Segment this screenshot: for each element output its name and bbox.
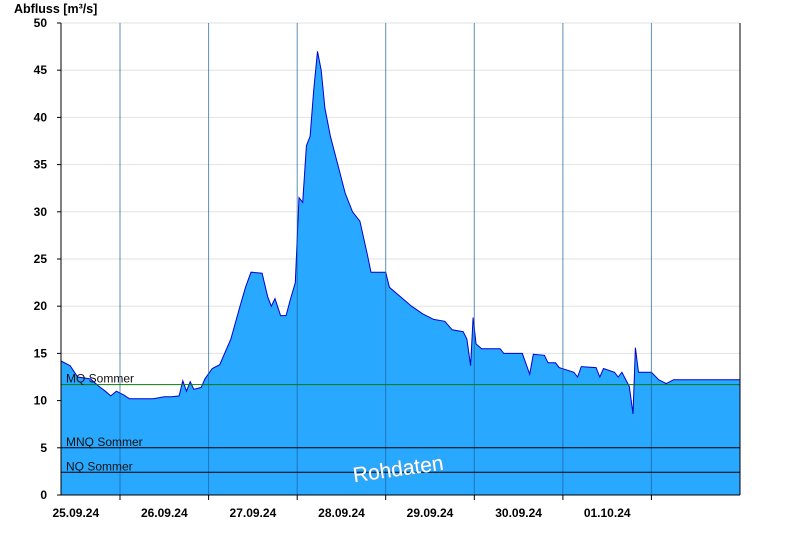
x-tick-label-6: 01.10.24	[584, 506, 631, 520]
y-tick-label-40: 40	[34, 110, 48, 124]
x-tick-label-4: 29.09.24	[407, 506, 454, 520]
y-tick-label-10: 10	[34, 394, 48, 408]
day-separators	[119, 23, 652, 495]
reference-lines: MQ Sommer MNQ Sommer NQ Sommer	[61, 372, 740, 473]
y-tick-label-25: 25	[34, 252, 48, 266]
y-tick-label-0: 0	[40, 488, 47, 502]
y-tick-label-15: 15	[34, 346, 48, 360]
x-tick-label-3: 28.09.24	[318, 506, 365, 520]
y-tick-label-5: 5	[40, 441, 47, 455]
discharge-area-fill	[61, 51, 740, 496]
y-tick-label-30: 30	[34, 205, 48, 219]
y-tick-label-45: 45	[34, 63, 48, 77]
reference-label-0: MQ Sommer	[66, 372, 134, 386]
x-tick-label-5: 30.09.24	[495, 506, 542, 520]
reference-label-1: MNQ Sommer	[66, 435, 143, 449]
tick-labels: 0 5 10 15 20 25 30 35 40 45 50 25.09.24 26.09.24 27.0…	[34, 16, 631, 520]
x-tick-label-1: 26.09.24	[141, 506, 188, 520]
y-axis-title: Abfluss [m³/s]	[14, 2, 97, 16]
y-tick-label-35: 35	[34, 158, 48, 172]
x-tick-label-2: 27.09.24	[230, 506, 277, 520]
reference-label-2: NQ Sommer	[66, 459, 133, 473]
discharge-area	[60, 51, 740, 496]
x-tick-label-0: 25.09.24	[52, 506, 99, 520]
y-tick-label-20: 20	[34, 299, 48, 313]
y-tick-label-50: 50	[34, 16, 48, 30]
discharge-line	[60, 51, 740, 414]
axes	[57, 22, 741, 500]
